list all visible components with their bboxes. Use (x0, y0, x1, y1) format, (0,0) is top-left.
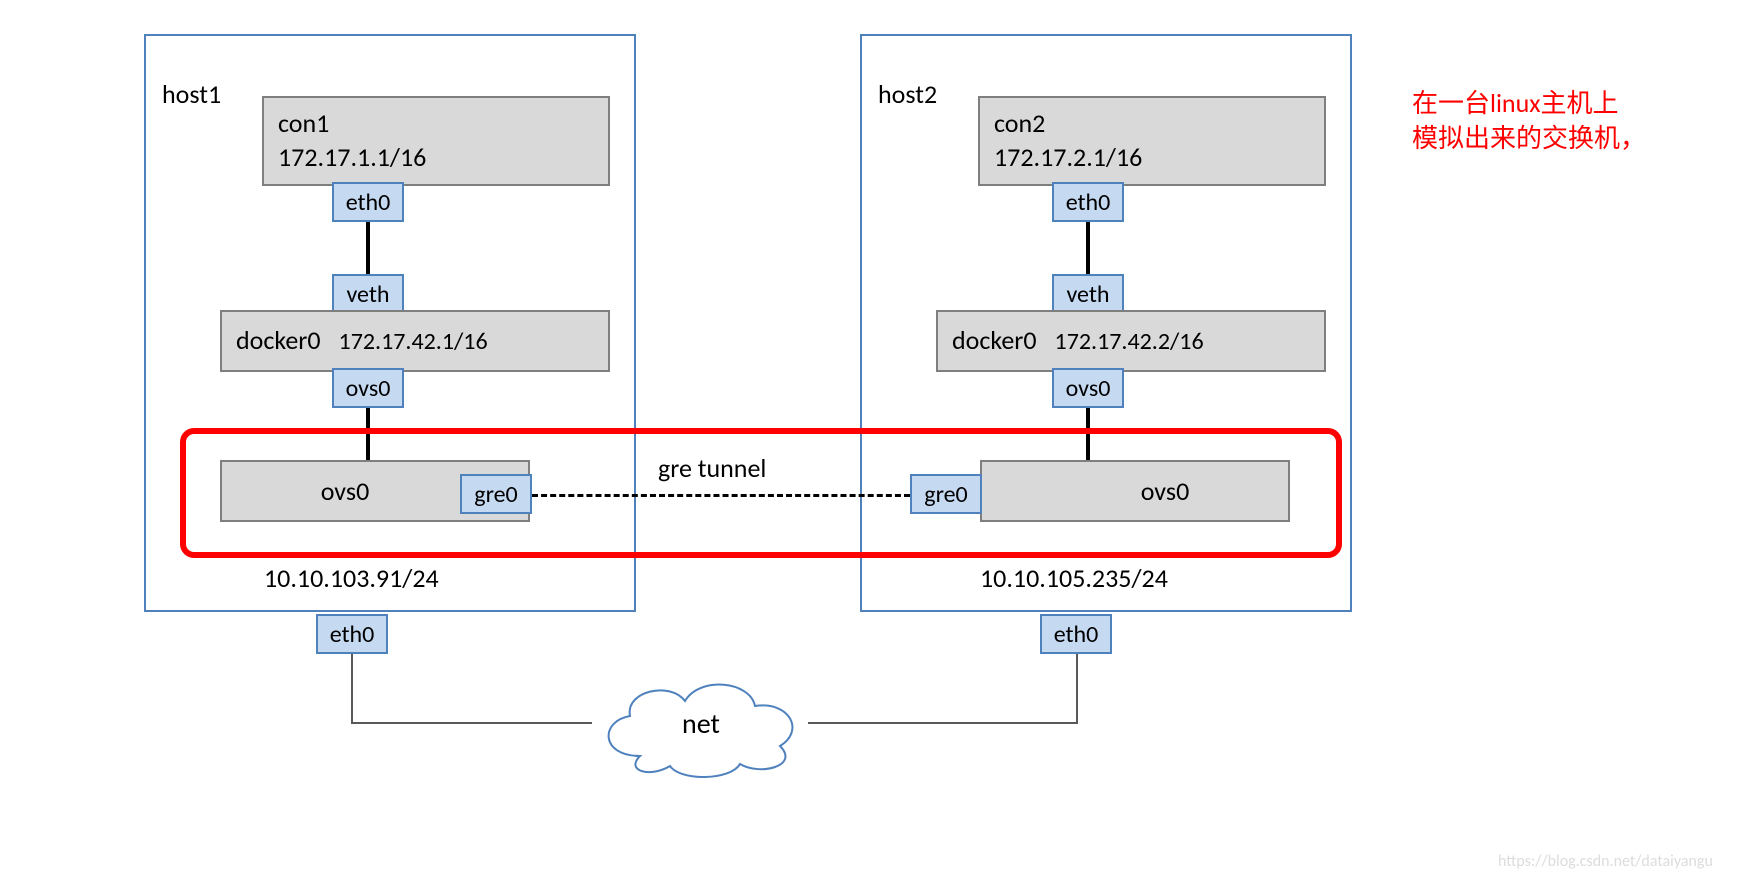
host2-net-v (1076, 654, 1078, 724)
red-highlight (180, 428, 1342, 558)
host2-con-eth0: eth0 (1052, 182, 1124, 222)
annotation-line2: 模拟出来的交换机， (1412, 122, 1646, 154)
host1-docker0-name: docker0 (236, 324, 321, 358)
host1-con-name: con1 (278, 107, 329, 139)
host2-con-ip: 172.17.2.1/16 (994, 141, 1142, 173)
diagram-canvas: host1 host2 con1 172.17.1.1/16 eth0 veth… (0, 0, 1756, 876)
host1-ovs0-port: ovs0 (332, 368, 404, 408)
host2-label: host2 (878, 78, 937, 110)
host1-docker0-box: docker0 172.17.42.1/16 (220, 310, 610, 372)
host1-ip: 10.10.103.91/24 (264, 562, 439, 594)
host1-net-v (351, 654, 353, 724)
host2-docker0-ip: 172.17.42.2/16 (1055, 326, 1204, 357)
host2-veth: veth (1052, 274, 1124, 314)
net-label: net (682, 706, 720, 741)
host1-label: host1 (162, 78, 221, 110)
host1-con-ip: 172.17.1.1/16 (278, 141, 426, 173)
host2-ovs0-port: ovs0 (1052, 368, 1124, 408)
host1-eth0: eth0 (316, 614, 388, 654)
host2-ip: 10.10.105.235/24 (980, 562, 1168, 594)
host2-line-eth0-veth (1086, 222, 1090, 274)
annotation-text: 在一台linux主机上 模拟出来的交换机， (1412, 86, 1646, 156)
host2-con-box: con2 172.17.2.1/16 (978, 96, 1326, 186)
host1-con-eth0: eth0 (332, 182, 404, 222)
host1-line-eth0-veth (366, 222, 370, 274)
watermark: https://blog.csdn.net/dataiyangu (1498, 852, 1713, 871)
host1-docker0-ip: 172.17.42.1/16 (339, 326, 488, 357)
host1-net-h (352, 722, 592, 724)
host1-con-box: con1 172.17.1.1/16 (262, 96, 610, 186)
host2-con-name: con2 (994, 107, 1045, 139)
host2-docker0-name: docker0 (952, 324, 1037, 358)
host2-net-h (808, 722, 1078, 724)
annotation-line1: 在一台linux主机上 (1412, 87, 1619, 119)
host2-eth0: eth0 (1040, 614, 1112, 654)
host1-veth: veth (332, 274, 404, 314)
host2-docker0-box: docker0 172.17.42.2/16 (936, 310, 1326, 372)
